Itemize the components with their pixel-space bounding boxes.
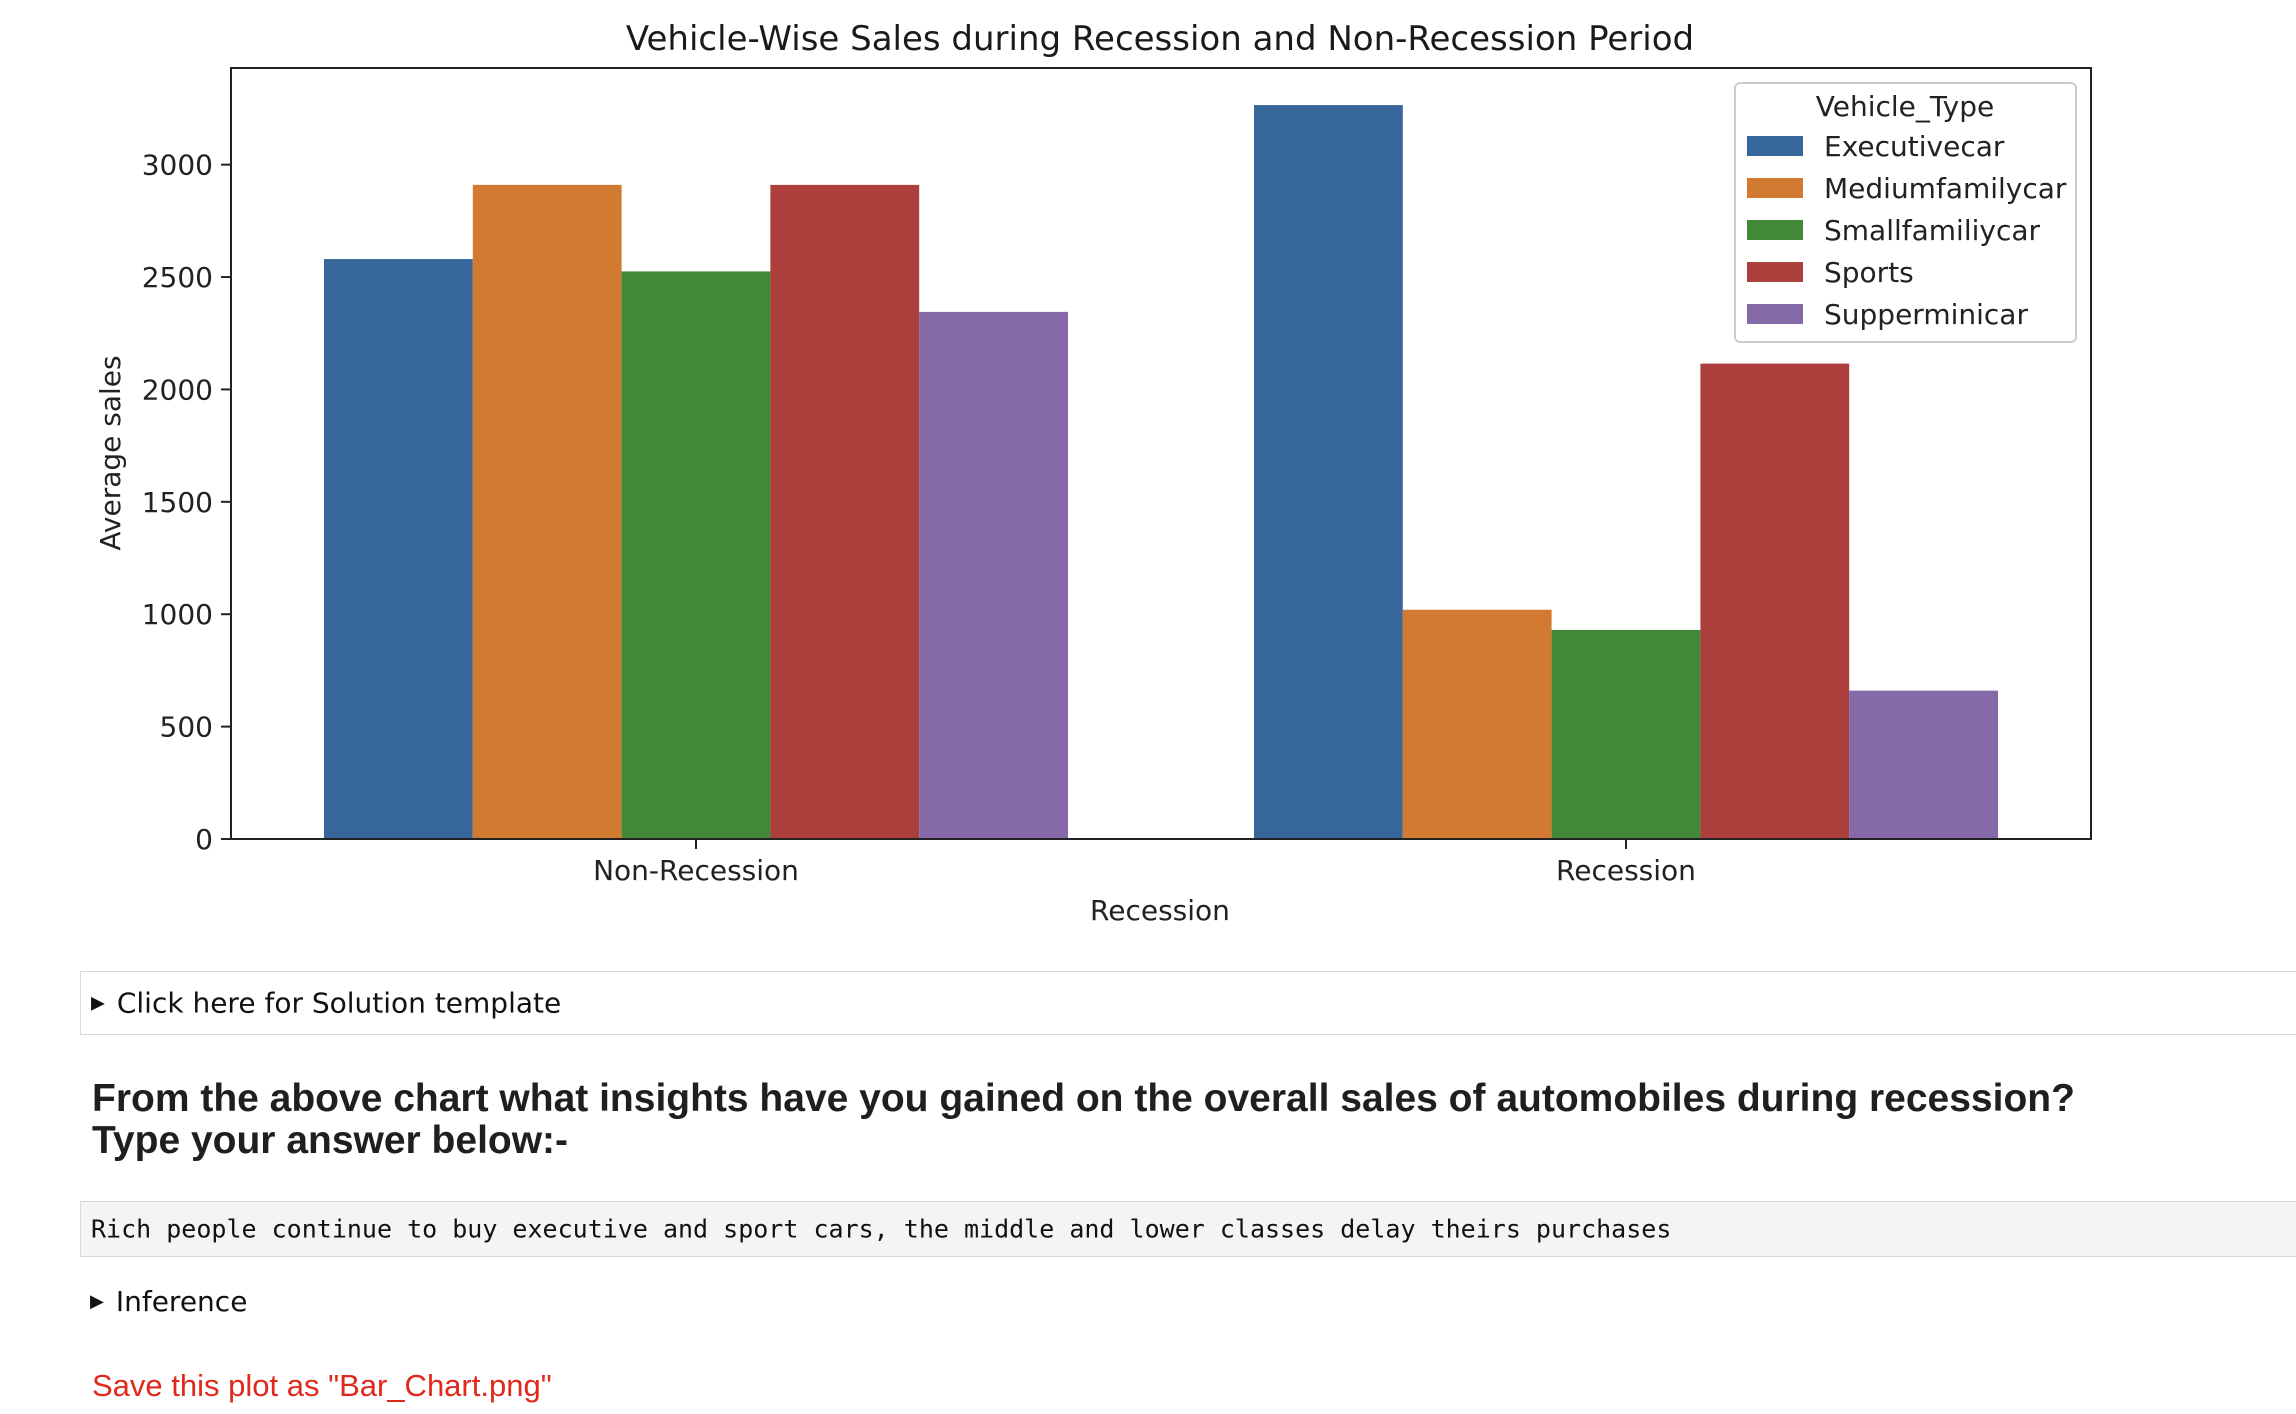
y-tick-label: 1500	[142, 486, 213, 519]
y-tick-label: 0	[195, 823, 213, 856]
question-line-1: From the above chart what insights have …	[92, 1077, 2075, 1120]
bar-mediumfamilycar-non-recession	[472, 184, 622, 839]
y-tick-label: 2500	[142, 261, 213, 294]
legend-entry: Mediumfamilycar	[1824, 172, 2067, 205]
legend-entry: Smallfamiliycar	[1824, 214, 2041, 247]
x-tick-label: Recession	[1556, 854, 1696, 887]
legend-title: Vehicle_Type	[1816, 90, 1994, 123]
y-tick-label: 3000	[142, 149, 213, 182]
x-axis-label: Recession	[1090, 894, 1230, 927]
answer-code-cell[interactable]: Rich people continue to buy executive an…	[80, 1201, 2296, 1257]
y-tick-label: 1000	[142, 598, 213, 631]
x-tick-label: Non-Recession	[593, 854, 799, 887]
bar-sports-non-recession	[770, 184, 920, 839]
bar-sports-recession	[1700, 363, 1850, 839]
answer-text[interactable]: Rich people continue to buy executive an…	[91, 1214, 1672, 1244]
legend-swatch	[1747, 178, 1803, 198]
bar-chart: Vehicle-Wise Sales during Recession and …	[94, 19, 2092, 927]
plot-frame	[230, 67, 2092, 840]
bar-smallfamiliycar-recession	[1551, 629, 1701, 839]
legend: Vehicle_Type Executivecar Mediumfamilycar…	[1734, 82, 2077, 343]
legend-entry: Supperminicar	[1824, 298, 2028, 331]
disclosure-triangle-icon: ▶	[91, 992, 105, 1014]
legend-swatch	[1747, 220, 1803, 240]
y-axis-label: Average sales	[94, 355, 127, 550]
bar-mediumfamilycar-recession	[1402, 609, 1552, 839]
bar-smallfamiliycar-non-recession	[621, 271, 771, 839]
inference-toggle[interactable]: ▶ Inference	[90, 1285, 247, 1318]
solution-summary-label: Click here for Solution template	[116, 986, 562, 1020]
y-axis: 0 500 1000 1500 2000 2500 3000	[142, 149, 231, 856]
y-tick-label: 2000	[142, 373, 213, 406]
legend-swatch	[1747, 136, 1803, 156]
legend-swatch	[1747, 304, 1803, 324]
legend-entry: Executivecar	[1824, 130, 2005, 163]
bar-executivecar-recession	[1254, 105, 1403, 839]
legend-frame	[1734, 82, 2077, 343]
y-tick-label: 500	[160, 711, 213, 744]
question-line-2: Type your answer below:-	[92, 1119, 569, 1162]
question-heading: From the above chart what insights have …	[92, 1078, 2242, 1162]
bar-executivecar-non-recession	[324, 259, 473, 839]
legend-entry: Sports	[1824, 256, 1914, 289]
bars-group	[324, 105, 1998, 839]
chart-title: Vehicle-Wise Sales during Recession and …	[626, 19, 1694, 59]
solution-template-toggle[interactable]: ▶ Click here for Solution template	[80, 971, 2296, 1035]
bar-supperminicar-non-recession	[919, 311, 1068, 839]
disclosure-triangle-icon: ▶	[90, 1291, 104, 1312]
legend-swatch	[1747, 262, 1803, 282]
solution-summary[interactable]: ▶ Click here for Solution template	[91, 987, 561, 1020]
inference-label: Inference	[115, 1285, 248, 1318]
x-axis: Non-Recession Recession	[593, 839, 1696, 887]
save-plot-instruction: Save this plot as "Bar_Chart.png"	[92, 1368, 552, 1403]
bar-supperminicar-recession	[1849, 690, 1998, 839]
